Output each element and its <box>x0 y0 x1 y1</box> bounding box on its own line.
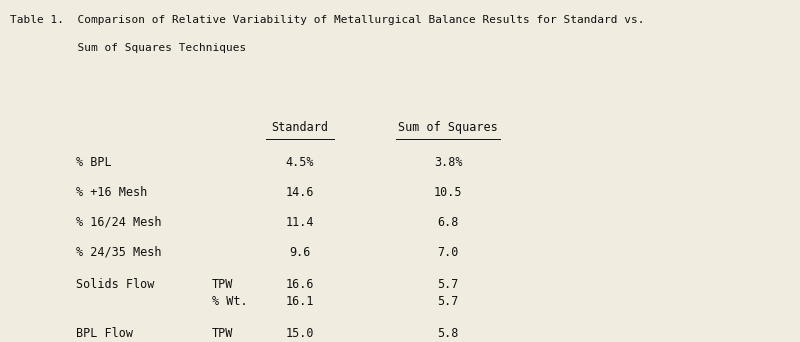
Text: Standard: Standard <box>271 121 329 134</box>
Text: Solids Flow: Solids Flow <box>76 278 154 291</box>
Text: 6.8: 6.8 <box>438 216 458 229</box>
Text: 16.1: 16.1 <box>286 295 314 308</box>
Text: 3.8%: 3.8% <box>434 156 462 169</box>
Text: TPW: TPW <box>212 278 234 291</box>
Text: 5.7: 5.7 <box>438 278 458 291</box>
Text: % +16 Mesh: % +16 Mesh <box>76 186 147 199</box>
Text: TPW: TPW <box>212 327 234 340</box>
Text: % Wt.: % Wt. <box>212 295 248 308</box>
Text: % 16/24 Mesh: % 16/24 Mesh <box>76 216 162 229</box>
Text: 15.0: 15.0 <box>286 327 314 340</box>
Text: 16.6: 16.6 <box>286 278 314 291</box>
Text: % 24/35 Mesh: % 24/35 Mesh <box>76 246 162 259</box>
Text: Sum of Squares Techniques: Sum of Squares Techniques <box>10 43 246 53</box>
Text: 14.6: 14.6 <box>286 186 314 199</box>
Text: 9.6: 9.6 <box>290 246 310 259</box>
Text: BPL Flow: BPL Flow <box>76 327 133 340</box>
Text: 11.4: 11.4 <box>286 216 314 229</box>
Text: 5.8: 5.8 <box>438 327 458 340</box>
Text: 10.5: 10.5 <box>434 186 462 199</box>
Text: % BPL: % BPL <box>76 156 112 169</box>
Text: 7.0: 7.0 <box>438 246 458 259</box>
Text: 4.5%: 4.5% <box>286 156 314 169</box>
Text: Sum of Squares: Sum of Squares <box>398 121 498 134</box>
Text: 5.7: 5.7 <box>438 295 458 308</box>
Text: Table 1.  Comparison of Relative Variability of Metallurgical Balance Results fo: Table 1. Comparison of Relative Variabil… <box>10 15 644 25</box>
